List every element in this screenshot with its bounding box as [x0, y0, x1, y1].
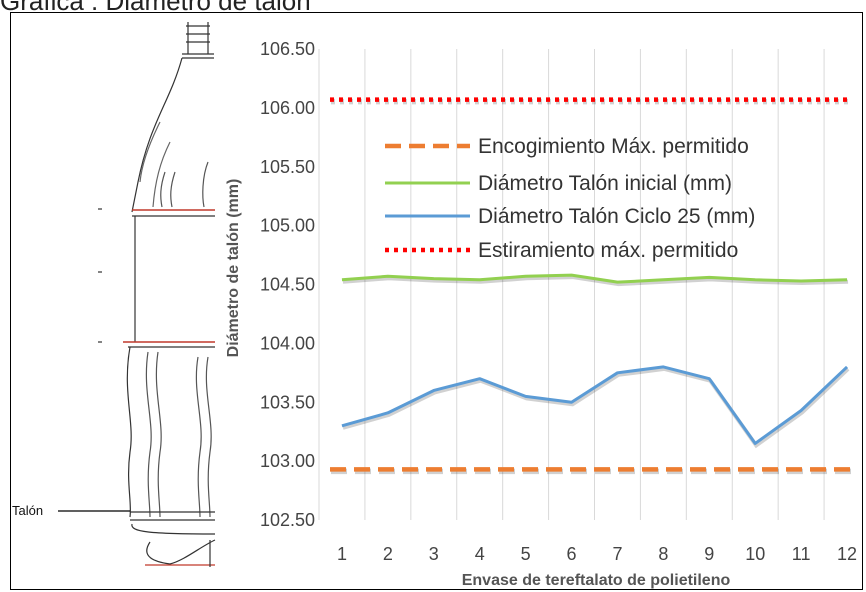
bottle-label: Talón	[12, 503, 43, 518]
x-tick-labels: 1 2 3 4 5 6 7 8 9 10 11 12	[337, 544, 857, 564]
x-tick-label: 5	[521, 544, 531, 564]
x-tick-label: 11	[792, 544, 811, 564]
bottle-base-outline	[146, 539, 216, 565]
x-axis-title: Envase de tereftalato de polietileno	[462, 572, 731, 589]
y-tick-label: 105.00	[260, 216, 315, 236]
legend-label: Diámetro Talón Ciclo 25 (mm)	[478, 205, 755, 228]
x-tick-label: 4	[475, 544, 485, 564]
y-tick-label: 106.50	[260, 39, 315, 59]
y-axis-title: Diámetro de talón (mm)	[225, 179, 242, 358]
bottle-shoulder-outline	[131, 57, 183, 213]
x-tick-label: 10	[745, 544, 765, 564]
x-tick-label: 9	[704, 544, 714, 564]
x-tick-label: 3	[429, 544, 439, 564]
x-tick-label: 2	[383, 544, 393, 564]
chart-grid	[318, 49, 825, 520]
y-tick-label: 104.00	[260, 333, 315, 353]
figure-frame	[10, 12, 863, 590]
y-tick-label: 103.50	[260, 392, 315, 412]
legend: Encogimiento Máx. permitido Diámetro Taló…	[385, 135, 755, 262]
bottle-drawing: Talón	[12, 22, 216, 567]
y-tick-label: 106.00	[260, 98, 315, 118]
legend-label: Diámetro Talón inicial (mm)	[478, 172, 732, 195]
x-tick-label: 6	[567, 544, 577, 564]
y-tick-label: 103.00	[260, 451, 315, 471]
series-line-2	[341, 273, 848, 284]
y-tick-labels: 102.50 103.00 103.50 104.00 104.50 105.00 105.…	[260, 39, 315, 530]
x-tick-label: 7	[612, 544, 622, 564]
series-shadow	[342, 275, 849, 287]
series-lines	[330, 97, 851, 475]
x-tick-label: 8	[658, 544, 668, 564]
y-tick-label: 105.50	[260, 157, 315, 177]
legend-label: Estiramiento máx. permitido	[478, 239, 738, 262]
x-tick-label: 12	[837, 544, 857, 564]
y-tick-label: 102.50	[260, 510, 315, 530]
bottle-cap-outline	[182, 22, 214, 59]
series-shadow	[342, 366, 850, 449]
series-line-3	[341, 365, 849, 445]
legend-label: Encogimiento Máx. permitido	[478, 135, 749, 158]
x-tick-label: 1	[337, 544, 347, 564]
y-tick-label: 104.50	[260, 275, 315, 295]
